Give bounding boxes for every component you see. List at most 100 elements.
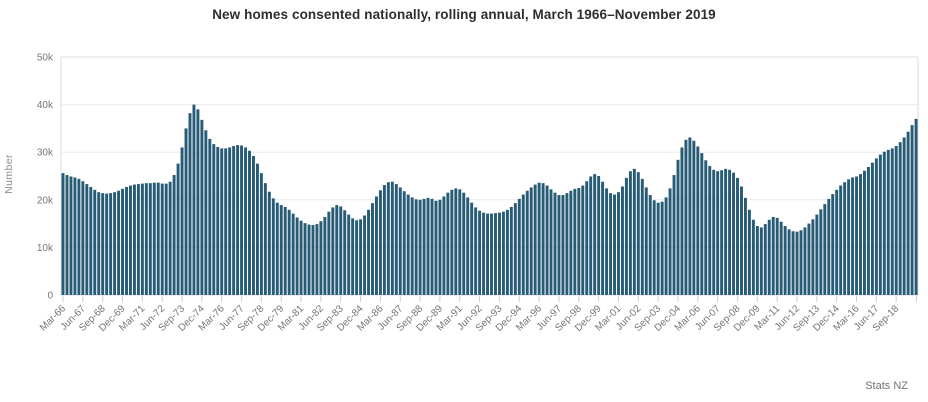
bar	[442, 196, 446, 295]
bar	[113, 192, 117, 295]
bar	[355, 220, 359, 295]
bar	[688, 137, 692, 295]
bar	[700, 153, 704, 295]
bar	[632, 168, 636, 295]
bar	[557, 195, 561, 295]
bar	[299, 220, 303, 295]
bar	[398, 187, 402, 295]
bar	[593, 174, 597, 295]
bar	[263, 183, 267, 295]
bar	[874, 158, 878, 295]
bar	[105, 193, 109, 295]
bar	[446, 192, 450, 295]
plot-border	[60, 56, 919, 296]
bar	[494, 213, 497, 295]
bar	[585, 181, 589, 295]
bars-series-new-homes	[61, 104, 918, 295]
bar	[474, 207, 478, 295]
bar	[228, 147, 232, 295]
bar	[652, 200, 656, 295]
bar	[553, 192, 557, 295]
bar	[823, 204, 827, 295]
bar	[168, 181, 172, 295]
bar	[724, 168, 728, 295]
bar	[617, 192, 620, 295]
bar	[660, 201, 664, 295]
bar	[458, 189, 462, 295]
bar	[743, 197, 747, 295]
bar	[644, 187, 648, 295]
bar	[81, 181, 85, 295]
bar	[271, 198, 275, 295]
bar	[605, 188, 609, 295]
bar	[351, 218, 355, 295]
bar	[470, 202, 474, 295]
bar	[763, 224, 767, 295]
bar	[367, 209, 370, 295]
bar	[402, 191, 406, 295]
bar	[220, 148, 224, 295]
bar	[347, 214, 351, 295]
bar	[870, 162, 874, 295]
bar	[125, 186, 128, 295]
bar	[509, 206, 513, 295]
bar	[589, 176, 593, 295]
bar	[525, 190, 529, 295]
bar	[581, 185, 585, 295]
bar	[740, 186, 743, 295]
bar	[450, 189, 454, 295]
bar	[394, 184, 398, 295]
bar	[755, 225, 759, 295]
bar	[517, 198, 521, 295]
bar	[200, 119, 204, 295]
bar	[307, 224, 311, 295]
bar	[819, 209, 823, 295]
bar	[279, 205, 283, 295]
bar	[287, 209, 291, 295]
bar	[668, 188, 672, 295]
bar	[303, 223, 307, 295]
bar	[77, 178, 81, 295]
bar	[803, 227, 807, 295]
bar	[839, 185, 843, 295]
bar	[799, 230, 803, 295]
bar	[613, 194, 616, 295]
bar	[101, 193, 105, 295]
bar	[704, 160, 708, 295]
y-tick-label: 10k	[37, 243, 54, 254]
y-tick-label: 20k	[37, 195, 54, 206]
bar	[248, 150, 251, 295]
bar	[708, 166, 712, 295]
bar	[878, 154, 882, 295]
bar	[129, 185, 132, 295]
bar	[851, 177, 855, 295]
bar	[386, 182, 390, 295]
y-tick-label: 50k	[37, 53, 54, 64]
bar	[315, 224, 319, 295]
bar	[434, 200, 438, 295]
bar	[482, 212, 486, 295]
bar	[783, 225, 787, 295]
bar	[140, 183, 144, 295]
bar	[533, 184, 537, 295]
y-tick-label: 40k	[37, 100, 54, 111]
bar	[319, 221, 323, 295]
bar	[640, 178, 644, 295]
bar	[505, 209, 509, 295]
bar	[736, 177, 739, 295]
bar	[747, 209, 751, 295]
bar	[573, 188, 577, 295]
bar	[624, 177, 628, 295]
bar	[759, 227, 763, 295]
bar	[156, 182, 160, 295]
bar	[628, 171, 632, 295]
bar	[811, 219, 815, 295]
bar	[422, 198, 426, 295]
bar	[835, 189, 839, 295]
bar	[549, 189, 553, 295]
bar	[259, 173, 263, 295]
bar	[537, 182, 541, 295]
bar	[712, 169, 716, 295]
